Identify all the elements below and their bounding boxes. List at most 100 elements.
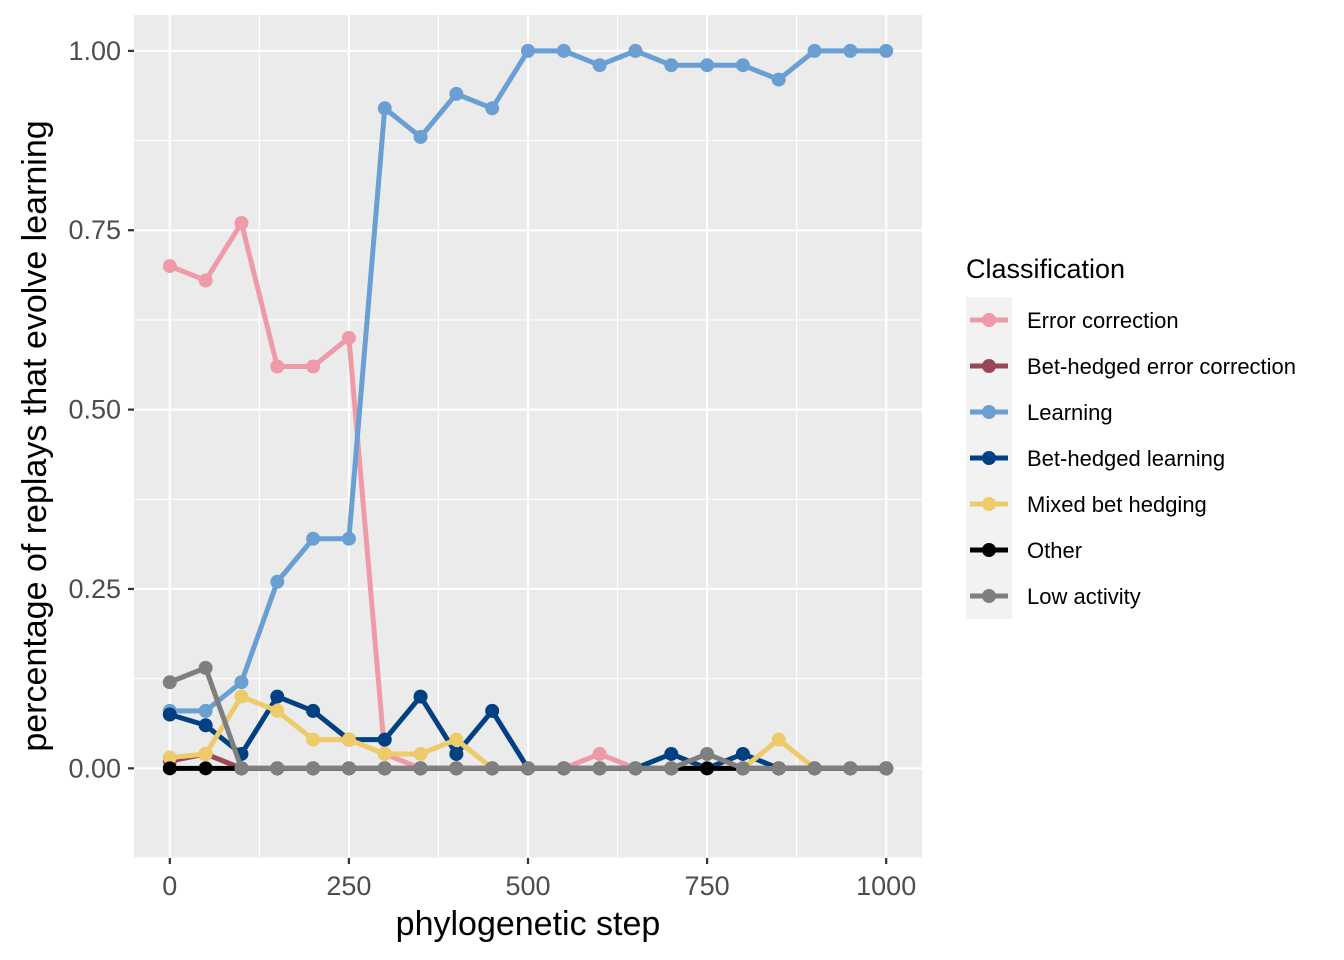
- data-point-learning: [234, 675, 249, 690]
- data-point-low-activity: [879, 761, 894, 776]
- data-point-learning: [807, 43, 822, 58]
- data-point-mixed-bet-hedging: [306, 732, 321, 747]
- data-point-low-activity: [592, 761, 607, 776]
- x-axis-title: phylogenetic step: [396, 905, 661, 943]
- legend-items: Error correction Bet-hedged error correct…: [970, 308, 1296, 609]
- data-point-bet-hedged-learning: [306, 703, 321, 718]
- y-tick-label: 1.00: [68, 36, 121, 66]
- series-low-activity: [162, 660, 894, 776]
- data-point-learning: [556, 43, 571, 58]
- data-point-learning: [306, 531, 321, 546]
- legend-item-low-activity: Low activity: [970, 584, 1141, 609]
- legend-title: Classification: [966, 254, 1125, 284]
- legend-label: Mixed bet hedging: [1027, 492, 1207, 517]
- data-point-low-activity: [664, 761, 679, 776]
- data-point-low-activity: [735, 761, 750, 776]
- data-point-low-activity: [306, 761, 321, 776]
- data-point-learning: [592, 58, 607, 73]
- data-point-bet-hedged-learning: [449, 746, 464, 761]
- x-tick-label: 1000: [856, 871, 916, 901]
- data-point-mixed-bet-hedging: [341, 732, 356, 747]
- data-point-error-correction: [162, 259, 177, 274]
- data-point-learning: [449, 86, 464, 101]
- data-point-bet-hedged-learning: [162, 707, 177, 722]
- data-point-learning: [198, 703, 213, 718]
- data-point-mixed-bet-hedging: [449, 732, 464, 747]
- data-point-low-activity: [771, 761, 786, 776]
- data-point-mixed-bet-hedging: [771, 732, 786, 747]
- data-point-low-activity: [198, 660, 213, 675]
- y-tick-label: 0.25: [68, 574, 121, 604]
- y-axis-title: percentage of replays that evolve learni…: [16, 120, 54, 751]
- data-point-error-correction: [234, 216, 249, 231]
- y-tick-label: 0.00: [68, 753, 121, 783]
- data-point-low-activity: [807, 761, 822, 776]
- legend-item-error-correction: Error correction: [970, 308, 1179, 333]
- data-point-bet-hedged-learning: [413, 689, 428, 704]
- data-point-low-activity: [162, 675, 177, 690]
- data-point-bet-hedged-learning: [664, 746, 679, 761]
- x-tick-label: 750: [685, 871, 730, 901]
- legend-key-point: [982, 543, 996, 557]
- data-point-mixed-bet-hedging: [377, 746, 392, 761]
- data-point-learning: [664, 58, 679, 73]
- legend-item-learning: Learning: [970, 400, 1113, 425]
- legend-label: Error correction: [1027, 308, 1179, 333]
- data-point-learning: [700, 58, 715, 73]
- data-point-learning: [341, 531, 356, 546]
- data-point-learning: [628, 43, 643, 58]
- data-point-learning: [413, 129, 428, 144]
- legend-label: Bet-hedged error correction: [1027, 354, 1296, 379]
- data-point-bet-hedged-learning: [485, 703, 500, 718]
- y-axis: 0.00 0.25 0.50 0.75 1.00: [68, 36, 134, 783]
- legend-key-point: [982, 589, 996, 603]
- series-layer: [162, 43, 894, 776]
- legend-item-bet-hedged-learning: Bet-hedged learning: [970, 446, 1225, 471]
- data-point-error-correction: [198, 273, 213, 288]
- legend-key-point: [982, 497, 996, 511]
- data-point-learning: [485, 101, 500, 116]
- series-learning: [162, 43, 894, 718]
- data-point-learning: [771, 72, 786, 87]
- legend-item-other: Other: [970, 538, 1082, 563]
- data-point-learning: [270, 574, 285, 589]
- data-point-low-activity: [843, 761, 858, 776]
- data-point-low-activity: [485, 761, 500, 776]
- data-point-low-activity: [270, 761, 285, 776]
- legend-label: Other: [1027, 538, 1082, 563]
- data-point-mixed-bet-hedging: [270, 703, 285, 718]
- data-point-mixed-bet-hedging: [234, 689, 249, 704]
- data-point-error-correction: [270, 359, 285, 374]
- data-point-low-activity: [628, 761, 643, 776]
- data-point-low-activity: [449, 761, 464, 776]
- data-point-error-correction: [341, 330, 356, 345]
- legend-key-point: [982, 313, 996, 327]
- legend-label: Low activity: [1027, 584, 1141, 609]
- data-point-low-activity: [700, 746, 715, 761]
- data-point-learning: [377, 101, 392, 116]
- data-point-other: [700, 761, 715, 776]
- data-point-learning: [879, 43, 894, 58]
- data-point-error-correction: [592, 746, 607, 761]
- x-tick-label: 0: [162, 871, 177, 901]
- data-point-bet-hedged-learning: [735, 746, 750, 761]
- data-point-mixed-bet-hedging: [162, 750, 177, 765]
- legend-item-mixed-bet-hedging: Mixed bet hedging: [970, 492, 1207, 517]
- data-point-learning: [735, 58, 750, 73]
- legend-label: Learning: [1027, 400, 1113, 425]
- x-axis: 0 250 500 750 1000: [162, 858, 916, 901]
- data-point-error-correction: [306, 359, 321, 374]
- data-point-mixed-bet-hedging: [198, 746, 213, 761]
- legend-label: Bet-hedged learning: [1027, 446, 1225, 471]
- data-point-low-activity: [341, 761, 356, 776]
- legend: Classification Error correction Bet-hedge…: [966, 254, 1296, 619]
- legend-key-point: [982, 451, 996, 465]
- legend-key-point: [982, 405, 996, 419]
- legend-key-point: [982, 359, 996, 373]
- data-point-learning: [843, 43, 858, 58]
- x-tick-label: 250: [326, 871, 371, 901]
- data-point-bet-hedged-learning: [270, 689, 285, 704]
- y-tick-label: 0.50: [68, 395, 121, 425]
- x-tick-label: 500: [505, 871, 550, 901]
- y-tick-label: 0.75: [68, 215, 121, 245]
